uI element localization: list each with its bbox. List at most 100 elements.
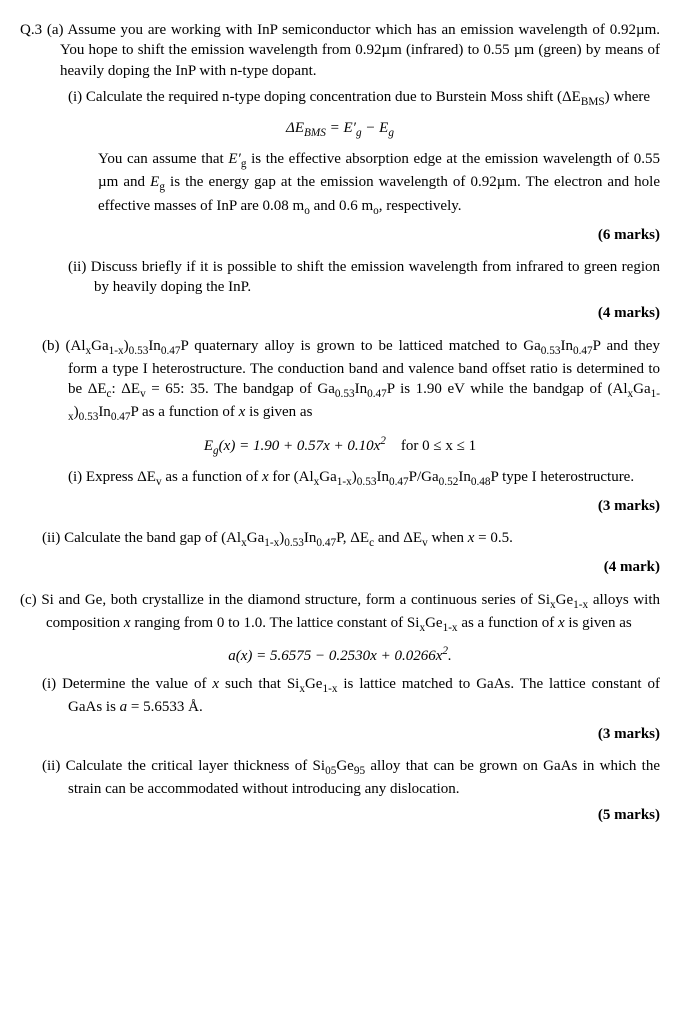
q3a-i-expl: You can assume that E′g is the effective… <box>98 149 660 219</box>
q3c-ii: (ii) Calculate the critical layer thickn… <box>42 756 660 799</box>
s: 0.52 <box>439 476 459 488</box>
q3a-i-eq: ΔEBMS = E′g − Eg <box>20 118 660 141</box>
t: In <box>376 469 389 485</box>
t: as a function of <box>162 469 262 485</box>
text: You can assume that <box>98 151 228 167</box>
cond: for 0 ≤ x ≤ 1 <box>401 438 476 454</box>
eq: ΔE <box>286 120 304 136</box>
s: 1-x <box>322 683 337 695</box>
q3c-i-marks: (3 marks) <box>20 724 660 744</box>
t: In <box>148 338 161 354</box>
t: P is 1.90 eV while the bandgap of (Al <box>387 381 628 397</box>
t: Ge <box>336 758 354 774</box>
q3b-eq: Eg(x) = 1.90 + 0.57x + 0.10x2 for 0 ≤ x … <box>20 434 660 459</box>
t: P quaternary alloy is grown to be lattic… <box>181 338 541 354</box>
s: 0.53 <box>284 537 304 549</box>
t: such that Si <box>219 676 299 692</box>
t: (ii) Calculate the band gap of (Al <box>42 530 241 546</box>
t: and ΔE <box>374 530 422 546</box>
t: for (Al <box>269 469 314 485</box>
t: P/Ga <box>409 469 439 485</box>
s: 05 <box>325 765 336 777</box>
s: 0.47 <box>316 537 336 549</box>
sub-bms: BMS <box>581 96 605 108</box>
sub: BMS <box>304 127 326 139</box>
t: Ge <box>305 676 323 692</box>
eq: E <box>204 438 213 454</box>
eq: − E <box>362 120 389 136</box>
text: and 0.6 m <box>310 198 373 214</box>
s: 0.47 <box>367 388 387 400</box>
s: 1-x <box>264 537 279 549</box>
t: In <box>355 381 368 397</box>
text: ) where <box>605 89 650 105</box>
t: (ii) Calculate the critical layer thickn… <box>42 758 325 774</box>
q3a-ii: (ii) Discuss briefly if it is possible t… <box>68 257 660 298</box>
t: In <box>304 530 317 546</box>
q3a-i: (i) Calculate the required n-type doping… <box>68 87 660 110</box>
text: (i) Calculate the required n-type doping… <box>68 89 581 105</box>
t: P type I heterostructure. <box>491 469 635 485</box>
text: , respectively. <box>379 198 462 214</box>
s: 0.53 <box>335 388 355 400</box>
eq: = E′ <box>326 120 356 136</box>
q3b-i-marks: (3 marks) <box>20 496 660 516</box>
q3b-ii: (ii) Calculate the band gap of (AlxGa1-x… <box>42 528 660 551</box>
s: 0.47 <box>111 411 131 423</box>
sup: 2 <box>442 645 448 657</box>
t: In <box>458 469 471 485</box>
s: 0.47 <box>389 476 409 488</box>
t: Ga <box>247 530 265 546</box>
t: is given as <box>245 404 312 420</box>
s: 0.53 <box>541 345 561 357</box>
t: Ga <box>319 469 337 485</box>
t: P, ΔE <box>336 530 369 546</box>
t: when <box>428 530 468 546</box>
s: 0.53 <box>129 345 149 357</box>
text: (ii) Discuss briefly if it is possible t… <box>68 259 660 295</box>
text: Q.3 (a) Assume you are working with InP … <box>20 22 660 79</box>
s: 1-x <box>109 345 124 357</box>
q3c-ii-marks: (5 marks) <box>20 805 660 825</box>
t: In <box>560 338 573 354</box>
s: 1-x <box>337 476 352 488</box>
t: = 65: 35. The bandgap of Ga <box>146 381 335 397</box>
t: (i) Express ΔE <box>68 469 156 485</box>
t: as a function of <box>458 615 558 631</box>
t: Ga <box>633 381 651 397</box>
q3c-stem: (c) Si and Ge, both crystallize in the d… <box>20 590 660 636</box>
sub: g <box>388 127 394 139</box>
t: : ΔE <box>112 381 141 397</box>
t: (b) (Al <box>42 338 86 354</box>
t: (c) Si and Ge, both crystallize in the d… <box>20 592 550 608</box>
t: (i) Determine the value of <box>42 676 212 692</box>
q3b-ii-marks: (4 mark) <box>20 557 660 577</box>
q3c-eq: a(x) = 5.6575 − 0.2530x + 0.0266x2. <box>20 644 660 666</box>
eq: (x) = 1.90 + 0.57x + 0.10x <box>219 438 381 454</box>
q3a-stem: Q.3 (a) Assume you are working with InP … <box>20 20 660 81</box>
s: 1-x <box>443 622 458 634</box>
q3b-i: (i) Express ΔEv as a function of x for (… <box>68 467 660 490</box>
t: = 0.5. <box>474 530 512 546</box>
eq: a(x) = 5.6575 − 0.2530x + 0.0266x <box>228 648 442 664</box>
q3c-i: (i) Determine the value of x such that S… <box>42 674 660 717</box>
s: 0.48 <box>471 476 491 488</box>
q3a-i-marks: (6 marks) <box>20 225 660 245</box>
s: 0.53 <box>79 411 99 423</box>
sup: 2 <box>380 435 386 447</box>
t: In <box>98 404 111 420</box>
s: 0.47 <box>573 345 593 357</box>
s: 95 <box>354 765 365 777</box>
t: Ge <box>425 615 443 631</box>
s: 1-x <box>573 599 588 611</box>
t: = 5.6533 Å. <box>127 699 203 715</box>
q3a-ii-marks: (4 marks) <box>20 303 660 323</box>
t: P as a function of <box>131 404 239 420</box>
s: 0.47 <box>161 345 181 357</box>
t: ranging from 0 to 1.0. The lattice const… <box>131 615 420 631</box>
t: Ge <box>556 592 574 608</box>
t: is given as <box>565 615 632 631</box>
s: 0.53 <box>357 476 377 488</box>
q3b-stem: (b) (AlxGa1-x)0.53In0.47P quaternary all… <box>42 336 660 426</box>
t: Ga <box>91 338 109 354</box>
